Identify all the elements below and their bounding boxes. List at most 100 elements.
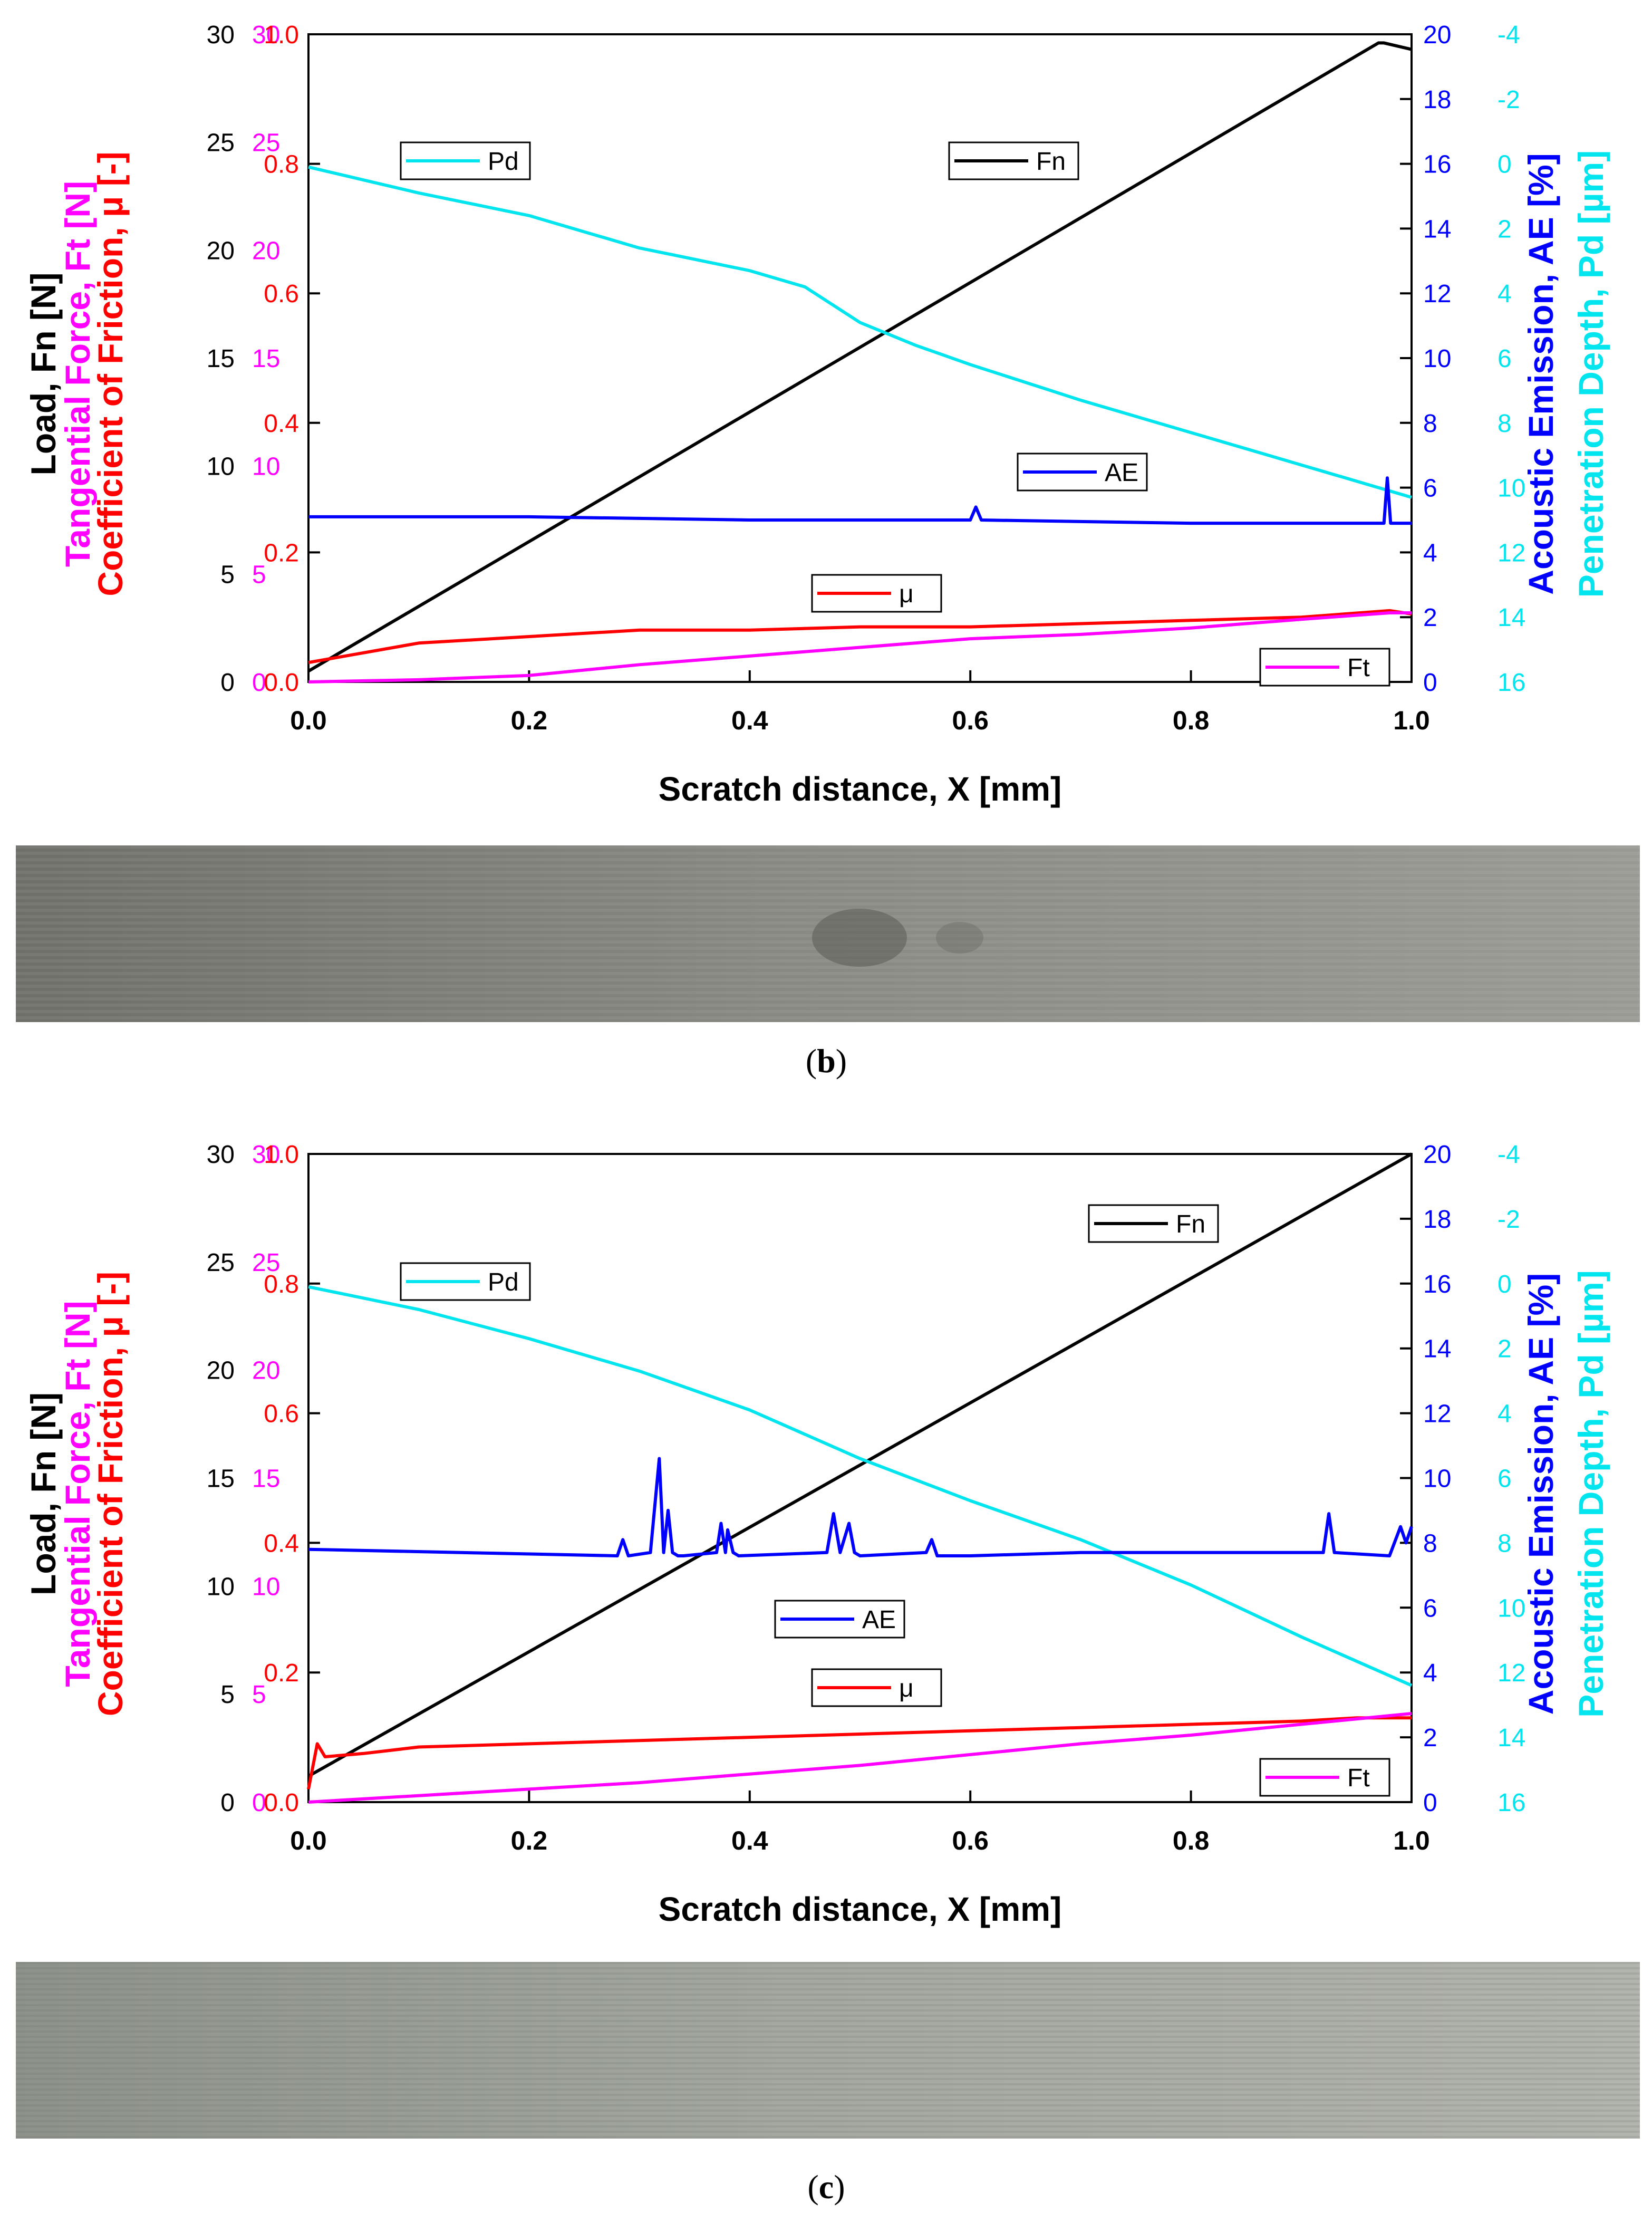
- y2-tick-label-pd: 2: [1498, 215, 1512, 243]
- y-tick-label-mu: 0.8: [264, 1270, 299, 1298]
- legend-label: Pd: [488, 1268, 519, 1296]
- chart-panel-b: 0.0 0.2 0.4 0.6 0.8 1.0 Scratch distance, X [m…: [24, 21, 1610, 808]
- caption-b: (b): [805, 1042, 847, 1080]
- y2-tick-label-pd: 10: [1498, 475, 1525, 503]
- legend-label: AE: [1105, 459, 1138, 487]
- y2-tick-label-ae: 6: [1423, 475, 1437, 503]
- micrograph-b-image: [16, 845, 1640, 1022]
- y-tick-label-fn: 20: [207, 237, 235, 265]
- y-tick-label-ft: 25: [252, 129, 280, 157]
- y2-tick-label-pd: 8: [1498, 410, 1512, 438]
- y-tick-label-fn: 5: [220, 1681, 235, 1709]
- micrograph-b: [16, 845, 1640, 1022]
- y-tick-label-fn: 15: [207, 345, 235, 373]
- y2-tick-label-ae: 16: [1423, 151, 1451, 179]
- legend-item-ae: AE: [774, 1600, 905, 1639]
- x-tick-label: 0.4: [731, 1826, 768, 1855]
- x-tick-label: 0.6: [952, 1826, 989, 1855]
- x-axis-label: Scratch distance, X [mm]: [659, 1890, 1062, 1928]
- y-tick-label-ft: 10: [252, 1573, 280, 1601]
- y2-tick-label-ae: 10: [1423, 345, 1451, 373]
- y-tick-label-fn: 0: [220, 1789, 235, 1817]
- micrograph-c-image: [16, 1962, 1640, 2139]
- series-line-pd: [308, 1285, 1413, 1687]
- y-axis-title-mu: Coefficient of Friction, μ [-]: [91, 1272, 130, 1716]
- y-tick-label-fn: 10: [207, 1573, 235, 1601]
- y-tick-label-fn: 25: [207, 1249, 235, 1277]
- legend-item-ae: AE: [1017, 453, 1148, 492]
- y2-tick-label-pd: 2: [1498, 1335, 1512, 1363]
- series-line-fn: [307, 41, 1412, 673]
- y2-tick-label-ae: 18: [1423, 86, 1451, 114]
- legend-item-mu: μ: [811, 574, 942, 613]
- y-tick-label-fn: 30: [207, 1141, 235, 1169]
- y2-tick-label-pd: 6: [1498, 345, 1512, 373]
- legend-label: Fn: [1036, 148, 1066, 176]
- y-tick-label-mu: 0.6: [264, 280, 299, 308]
- y2-tick-label-ae: 2: [1423, 1724, 1437, 1752]
- y-axis-title-ft: Tangential Force, Ft [N]: [58, 1301, 97, 1687]
- y2-tick-label-pd: -4: [1498, 1141, 1520, 1169]
- y2-tick-label-ae: 6: [1423, 1594, 1437, 1622]
- y2-tick-label-ae: 4: [1423, 1659, 1437, 1687]
- y2-tick-label-pd: 12: [1498, 1659, 1525, 1687]
- legend-item-ft: Ft: [1259, 648, 1390, 687]
- y-tick-label-ft: 25: [252, 1249, 280, 1277]
- legend-item-fn: Fn: [1088, 1204, 1219, 1243]
- y2-tick-label-pd: 8: [1498, 1529, 1512, 1557]
- y-tick-label-mu: 0.4: [264, 1529, 299, 1557]
- y2-tick-label-ae: 0: [1423, 669, 1437, 697]
- y-tick-label-mu: 0.2: [264, 539, 299, 567]
- y-tick-label-fn: 0: [220, 669, 235, 697]
- legend-item-ft: Ft: [1259, 1758, 1390, 1797]
- y2-tick-label-ae: 12: [1423, 280, 1451, 308]
- y-tick-label-ft: 15: [252, 345, 280, 373]
- y2-tick-label-pd: 16: [1498, 669, 1525, 697]
- y-tick-label-ft: 0: [252, 1789, 266, 1817]
- y2-tick-label-pd: 16: [1498, 1789, 1525, 1817]
- x-tick-label: 0.2: [511, 1826, 548, 1855]
- series-line-fn: [307, 1152, 1413, 1778]
- y2-tick-label-pd: 4: [1498, 280, 1512, 308]
- y-tick-label-ft: 20: [252, 1357, 280, 1385]
- legend-item-pd: Pd: [400, 1262, 531, 1301]
- y-tick-label-ft: 5: [252, 561, 266, 589]
- series-line-ae: [308, 1457, 1413, 1557]
- x-tick-label: 0.6: [952, 706, 989, 735]
- y-tick-label-ft: 15: [252, 1465, 280, 1493]
- y2-tick-label-pd: 6: [1498, 1465, 1512, 1493]
- legend-label: Pd: [488, 148, 519, 176]
- x-tick-label: 0.8: [1173, 1826, 1210, 1855]
- y2-tick-label-ae: 2: [1423, 604, 1437, 632]
- y-tick-label-mu: 1.0: [264, 21, 299, 49]
- y2-tick-label-ae: 12: [1423, 1400, 1451, 1428]
- y-tick-label-mu: 0.6: [264, 1400, 299, 1428]
- chart-panel-c: 0.0 0.2 0.4 0.6 0.8 1.0 Scratch distance, X [m…: [24, 1141, 1610, 1928]
- x-tick-label: 0.0: [290, 706, 327, 735]
- legend-label: Ft: [1347, 654, 1370, 682]
- y2-axis-title-pd: Penetration Depth, Pd [µm]: [1571, 1270, 1610, 1717]
- series-line-mu: [307, 1716, 1412, 1789]
- y2-tick-label-pd: 14: [1498, 604, 1525, 632]
- y-axis-title-fn: Load, Fn [N]: [24, 273, 63, 476]
- y-tick-label-mu: 0.0: [264, 669, 299, 697]
- y2-tick-label-ae: 10: [1423, 1465, 1451, 1493]
- legend-label: Fn: [1176, 1210, 1205, 1238]
- y2-tick-label-ae: 14: [1423, 215, 1451, 243]
- y2-axis-title-pd: Penetration Depth, Pd [µm]: [1571, 150, 1610, 598]
- y-tick-label-ft: 5: [252, 1681, 266, 1709]
- series-line-ae: [308, 476, 1412, 525]
- y2-tick-label-pd: -4: [1498, 21, 1520, 49]
- y2-tick-label-pd: 14: [1498, 1724, 1525, 1752]
- caption-b-letter: b: [817, 1042, 836, 1080]
- x-tick-label: 0.8: [1173, 706, 1210, 735]
- y2-tick-label-ae: 18: [1423, 1206, 1451, 1234]
- y-tick-label-mu: 0.8: [264, 151, 299, 179]
- y2-tick-label-pd: 0: [1498, 1270, 1512, 1298]
- y2-tick-label-ae: 14: [1423, 1335, 1451, 1363]
- y2-tick-label-ae: 16: [1423, 1270, 1451, 1298]
- legend-item-mu: μ: [811, 1668, 942, 1707]
- y2-tick-label-ae: 20: [1423, 1141, 1451, 1169]
- x-tick-label: 0.2: [511, 706, 548, 735]
